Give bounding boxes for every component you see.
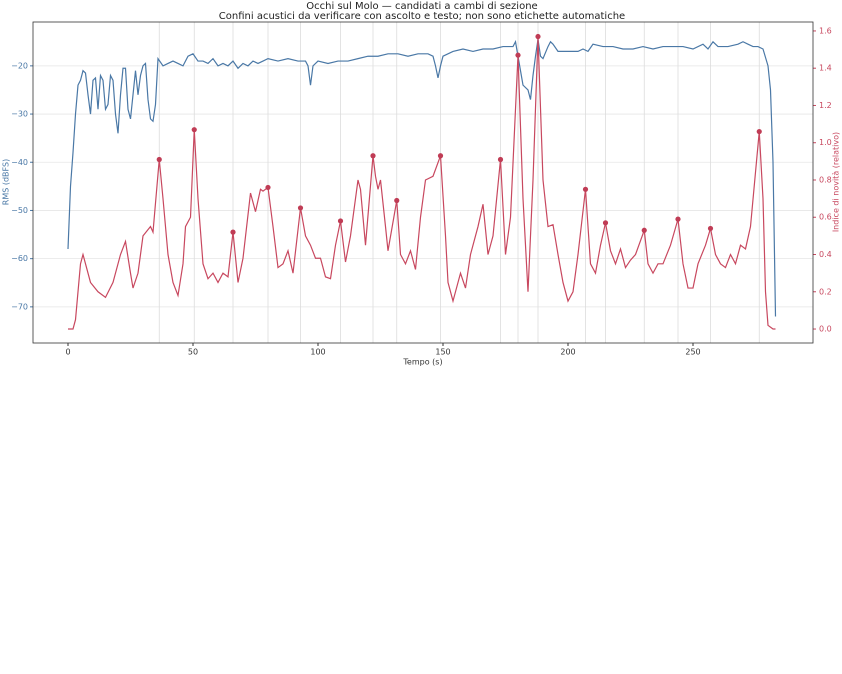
- y2-tick-label: 1.0: [819, 138, 832, 147]
- peak-marker: [602, 220, 609, 226]
- y2-tick-label: 0.4: [819, 250, 832, 259]
- peak-marker: [156, 156, 162, 163]
- series-line: [67, 39, 777, 317]
- chart-subtitle: Confini acustici da verificare con ascol…: [219, 11, 625, 22]
- y2-tick-label: 1.2: [819, 101, 832, 110]
- chart-title: Occhi sul Molo — candidati a cambi di se…: [306, 1, 537, 12]
- y-tick-label: −60: [11, 254, 28, 263]
- peak-marker: [497, 156, 504, 163]
- x-tick-label: 50: [188, 348, 198, 357]
- y-tick-label: −20: [11, 61, 28, 70]
- series-line: [68, 36, 776, 330]
- peak-marker: [191, 127, 197, 133]
- peak-marker: [582, 186, 589, 192]
- peak-marker: [265, 184, 271, 191]
- x-tick-label: 0: [65, 348, 70, 357]
- peak-marker: [337, 218, 344, 224]
- x-axis-label: Tempo (s): [402, 358, 442, 367]
- y2-tick-label: 1.4: [819, 64, 832, 73]
- x-tick-label: 100: [310, 348, 325, 357]
- plot-frame: [32, 21, 814, 344]
- peak-marker: [297, 205, 304, 211]
- y2-tick-label: 0.6: [819, 213, 832, 222]
- y-axis-label: RMS (dBFS): [2, 159, 11, 205]
- peak-marker: [230, 229, 236, 235]
- peak-marker: [370, 153, 376, 159]
- y2-tick-label: 0.0: [819, 325, 832, 334]
- y2-tick-label: 0.2: [819, 287, 832, 296]
- y2-tick-label: 1.6: [819, 26, 832, 35]
- peak-marker: [535, 33, 541, 40]
- peak-marker: [675, 216, 681, 222]
- y-tick-label: −30: [11, 110, 28, 119]
- y2-axis-label: Indice di novità (relativo): [832, 132, 841, 232]
- x-tick-label: 250: [685, 348, 700, 357]
- peak-marker: [756, 128, 762, 135]
- x-tick-label: 150: [435, 348, 450, 357]
- y-tick-label: −70: [11, 302, 28, 311]
- y2-tick-label: 0.8: [819, 175, 832, 184]
- peak-marker: [515, 52, 521, 58]
- peak-marker: [394, 197, 400, 204]
- x-tick-label: 200: [560, 348, 575, 357]
- peak-marker: [641, 227, 647, 233]
- peak-marker: [707, 225, 714, 232]
- y-tick-label: −40: [11, 158, 28, 167]
- y-tick-label: −50: [11, 206, 28, 215]
- peak-marker: [437, 153, 444, 159]
